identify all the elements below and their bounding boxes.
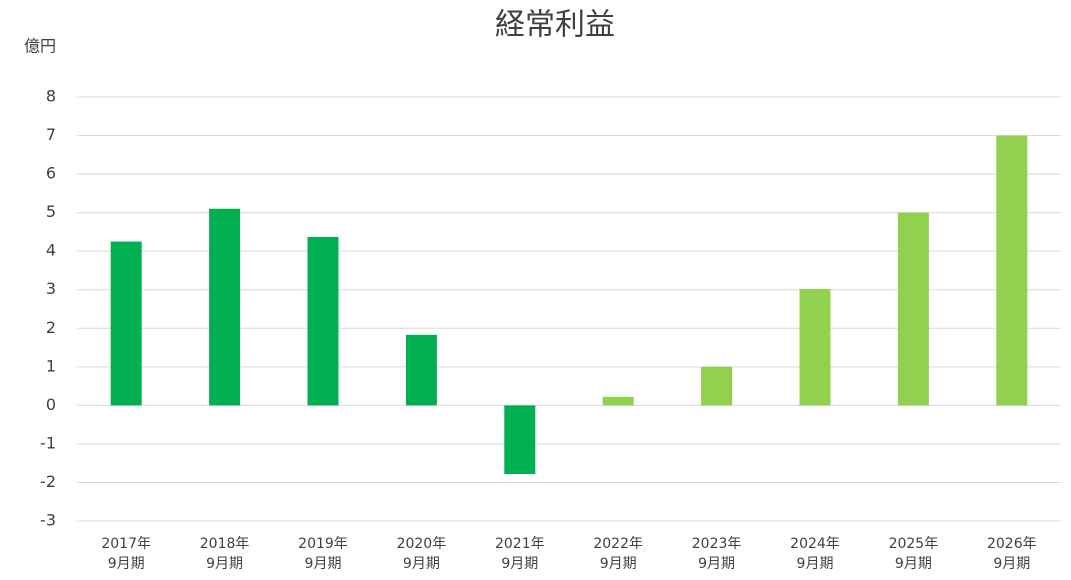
x-tick-label: 2026年 9月期 [986,536,1037,572]
y-tick-label: 8 [46,87,56,106]
bar [701,366,733,406]
bar [504,405,536,474]
bar [110,241,142,406]
x-tick-label: 2021年 9月期 [494,536,545,572]
bar [209,208,241,406]
x-tick-label: 2025年 9月期 [888,536,939,572]
y-tick-label: -3 [40,511,56,530]
bar [602,396,634,406]
x-tick-label: 2019年 9月期 [298,536,348,572]
y-tick-label: -1 [40,433,56,452]
y-tick-label: 4 [46,241,56,260]
x-tick-label: 2022年 9月期 [593,536,643,572]
bar [897,212,929,406]
bar [996,135,1028,406]
y-tick-label: 3 [46,279,56,298]
y-tick-label: 2 [46,318,56,337]
x-tick-label: 2018年 9月期 [199,536,250,572]
y-tick-label: 5 [46,202,56,221]
y-tick-label: 6 [46,164,56,183]
y-axis-label: 億円 [24,37,56,56]
bar [799,288,831,406]
x-tick-label: 2023年 9月期 [691,536,742,572]
x-tick-label: 2024年 9月期 [790,536,840,572]
x-tick-label: 2020年 9月期 [396,536,447,572]
bar [405,334,437,406]
y-tick-label: -2 [40,472,56,491]
bar [307,236,339,406]
x-tick-label: 2017年 9月期 [101,536,151,572]
y-tick-label: 1 [46,356,56,375]
chart-title: 経常利益 [495,8,615,43]
y-tick-label: 7 [46,125,56,144]
y-tick-label: 0 [46,395,56,414]
